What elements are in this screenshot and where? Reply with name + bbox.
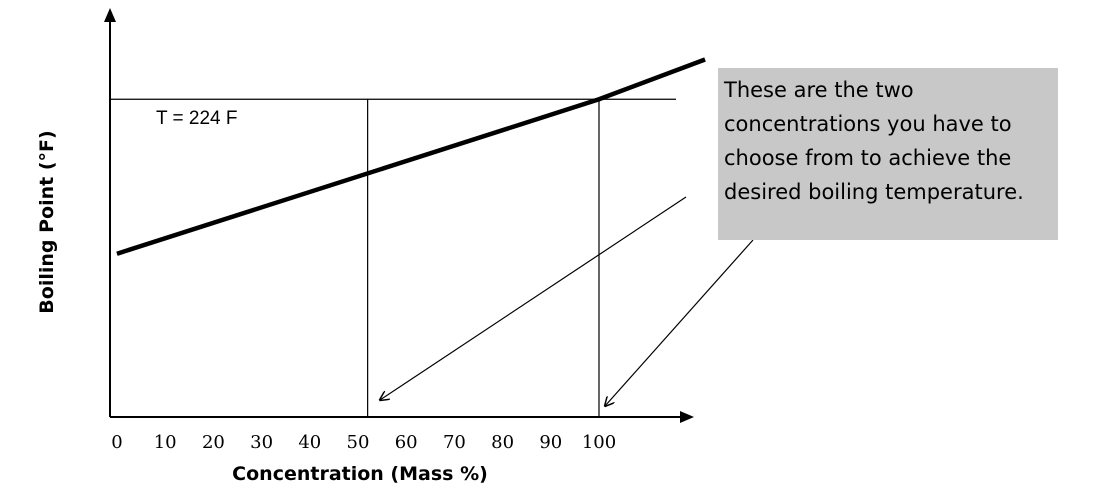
annotation-callout-box: These are the two concentrations you hav… (718, 68, 1058, 240)
x-tick-label: 0 (111, 432, 122, 453)
y-axis-title: Boiling Point (°F) (36, 130, 58, 313)
x-tick-label: 30 (250, 432, 273, 453)
annotation-line: desired boiling temperature. (724, 180, 1024, 204)
x-tick-label: 60 (395, 432, 418, 453)
series-dashed-line (116, 97, 600, 256)
x-tick-label: 90 (539, 432, 562, 453)
x-tick-label: 40 (298, 432, 321, 453)
callout-arrow-to-50 (380, 196, 687, 400)
x-tick-label: 20 (202, 432, 225, 453)
x-axis-arrowhead (680, 411, 694, 423)
x-tick-label: 50 (347, 432, 370, 453)
x-tick-label: 100 (582, 432, 616, 453)
x-tick-label: 10 (154, 432, 177, 453)
x-tick-label: 80 (491, 432, 514, 453)
x-tick-label: 70 (443, 432, 466, 453)
callout-arrow-to-100 (605, 239, 754, 406)
annotation-line: choose from to achieve the (724, 146, 1012, 170)
y-axis-arrowhead (104, 8, 116, 22)
x-axis-title: Concentration (Mass %) (232, 463, 488, 485)
reference-line-label: T = 224 F (156, 108, 238, 129)
annotation-line: These are the two (724, 78, 914, 102)
x-tick-labels: 0 10 20 30 40 50 60 70 80 90 100 (111, 432, 616, 453)
annotation-line: concentrations you have to (724, 112, 1012, 136)
